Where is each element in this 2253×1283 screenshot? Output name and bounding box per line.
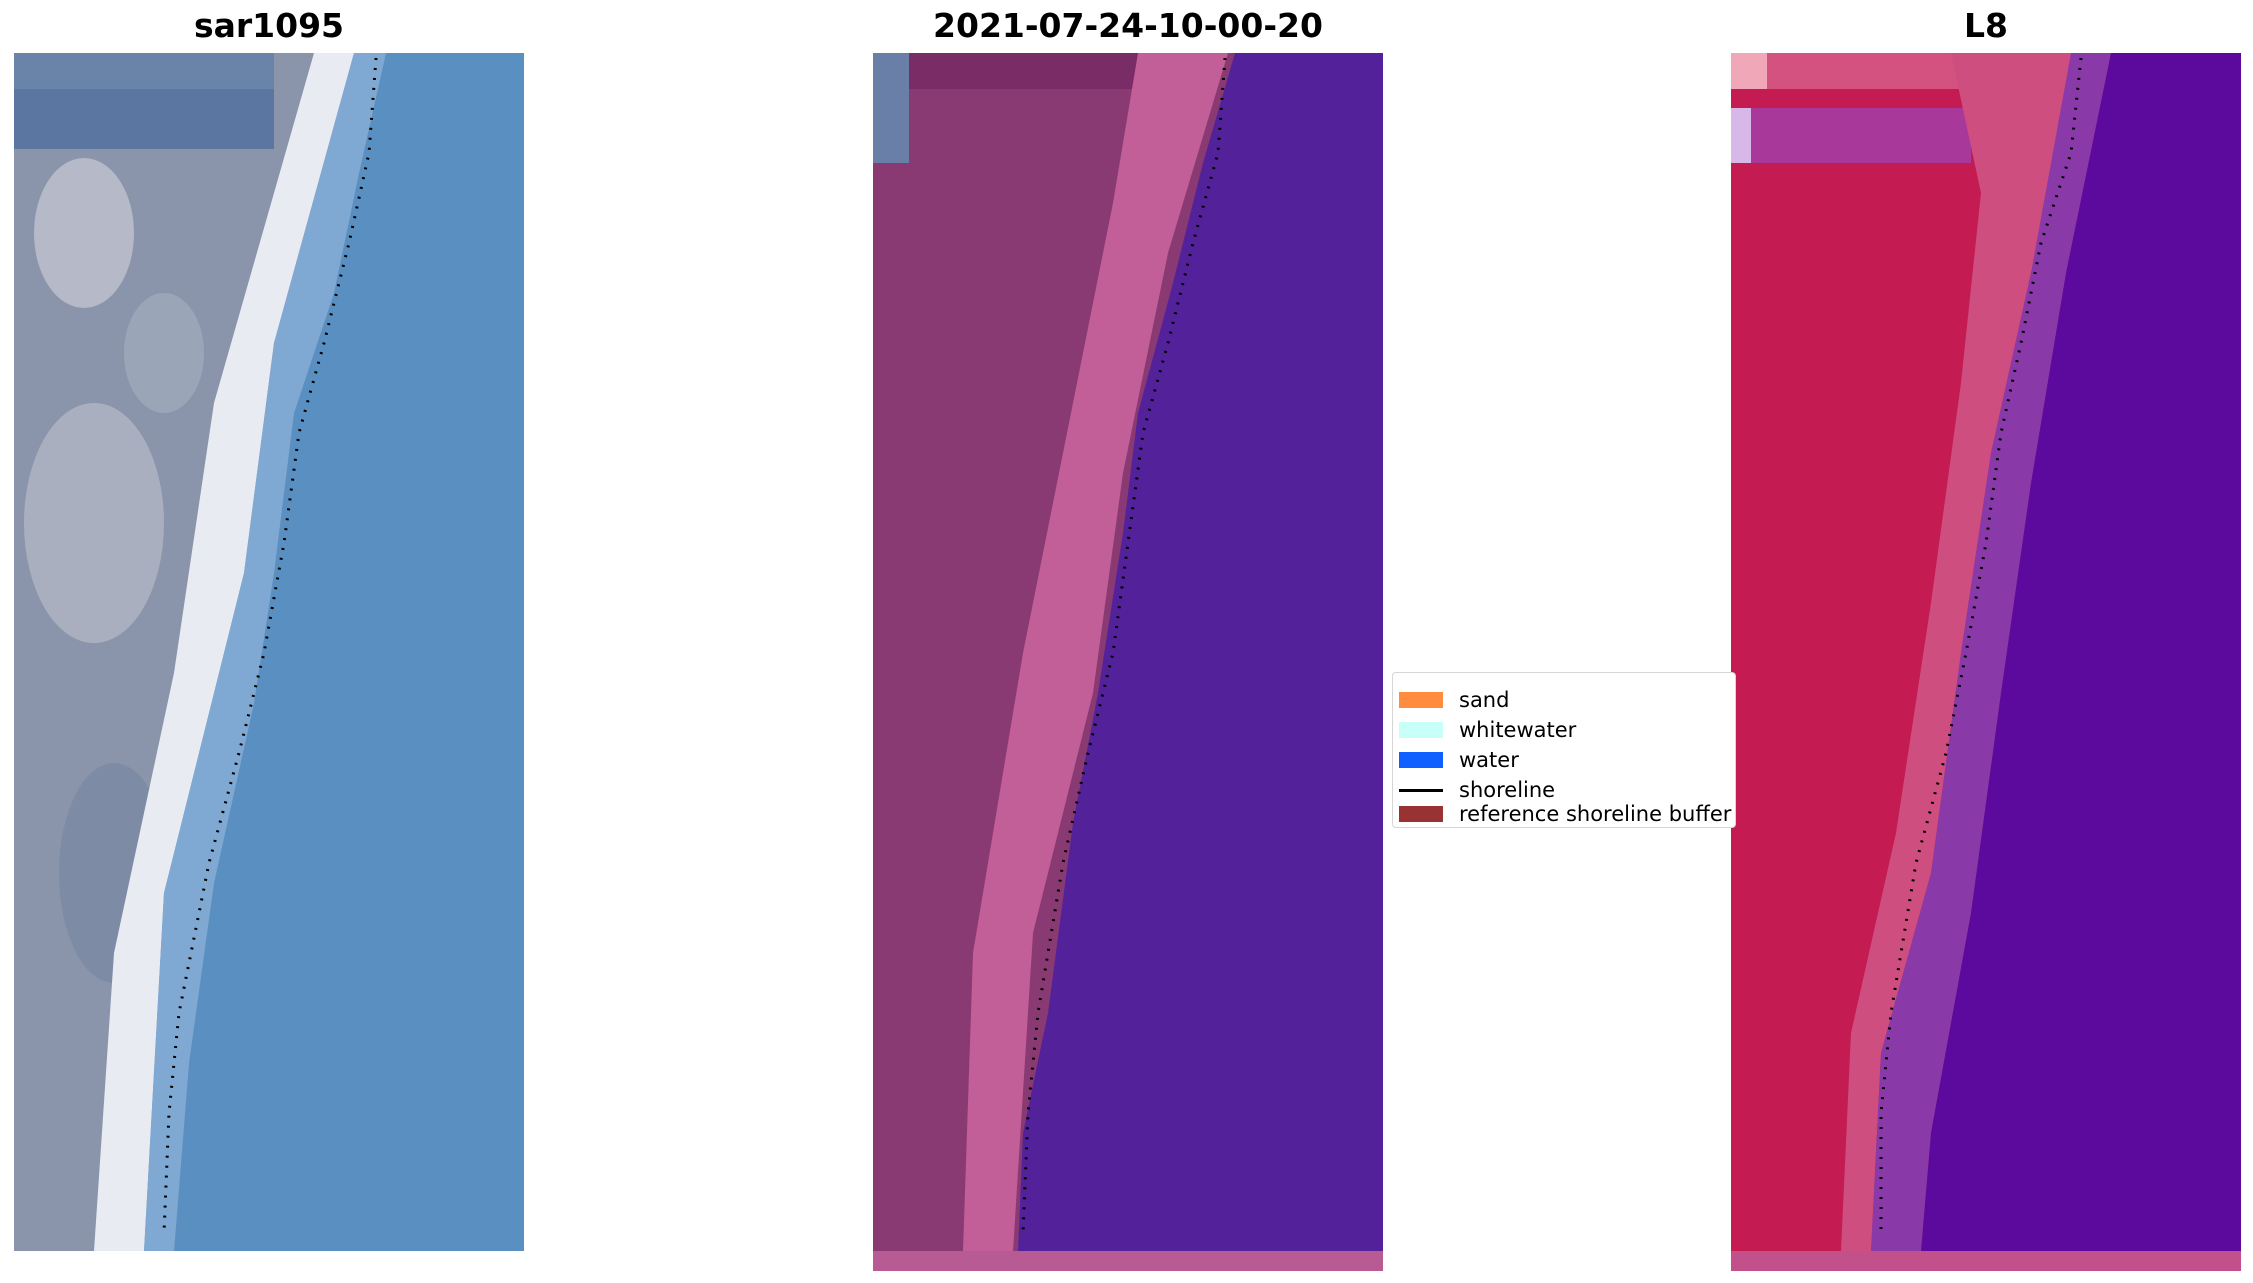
rgb-shoreline	[162, 57, 378, 1234]
classified-beach	[963, 53, 1228, 1251]
classified-corner-patch	[873, 53, 909, 163]
legend-label: whitewater	[1459, 718, 1577, 742]
classified-shoreline	[1021, 57, 1227, 1234]
falsecolor-water-margin	[1871, 53, 2111, 1251]
legend-label: water	[1459, 748, 1519, 772]
falsecolor-light-patch	[1731, 108, 1751, 163]
rgb-field-patch	[34, 158, 134, 308]
rgb-road-band	[14, 89, 274, 149]
falsecolor-image-panel	[1731, 53, 2241, 1271]
legend: sand whitewater water shoreline referenc…	[1392, 672, 1736, 828]
rgb-field-patch	[24, 403, 164, 643]
rgb-field-patch	[124, 293, 204, 413]
legend-item-shoreline: shoreline	[1399, 775, 1555, 805]
rgb-sand-beach	[94, 53, 354, 1251]
rgb-top-strip	[14, 53, 274, 89]
water-swatch	[1399, 752, 1443, 768]
whitewater-swatch	[1399, 722, 1443, 738]
rgb-image-panel	[14, 53, 524, 1251]
legend-label: shoreline	[1459, 778, 1556, 802]
panel-title-rgb: sar1095	[193, 6, 345, 45]
classified-water	[1018, 53, 1383, 1251]
reference-buffer-swatch	[1399, 806, 1443, 822]
rgb-water	[174, 53, 524, 1251]
panel-title-classified: 2021-07-24-10-00-20	[933, 6, 1323, 45]
falsecolor-bottom-strip	[1731, 1251, 2241, 1271]
legend-item-whitewater: whitewater	[1399, 715, 1576, 745]
legend-label: reference shoreline buffer	[1459, 802, 1732, 826]
legend-label: sand	[1459, 688, 1510, 712]
falsecolor-light-patch	[1731, 53, 1767, 89]
classified-bottom-strip	[873, 1251, 1383, 1271]
rgb-water-shallow	[144, 53, 386, 1251]
falsecolor-water	[1921, 53, 2241, 1251]
falsecolor-top-strip	[1731, 53, 1991, 89]
panel-title-falsecolor: L8	[1964, 6, 2008, 45]
classified-image-panel	[873, 53, 1383, 1271]
falsecolor-road-band	[1751, 108, 1971, 163]
legend-item-water: water	[1399, 745, 1519, 775]
sand-swatch	[1399, 692, 1443, 708]
falsecolor-shoreline	[1879, 57, 2083, 1233]
falsecolor-beach	[1841, 53, 2091, 1251]
legend-item-sand: sand	[1399, 685, 1509, 715]
legend-item-reference-buffer: reference shoreline buffer	[1399, 799, 1731, 829]
shoreline-line-swatch	[1399, 788, 1443, 792]
classified-top-strip	[909, 53, 1139, 89]
